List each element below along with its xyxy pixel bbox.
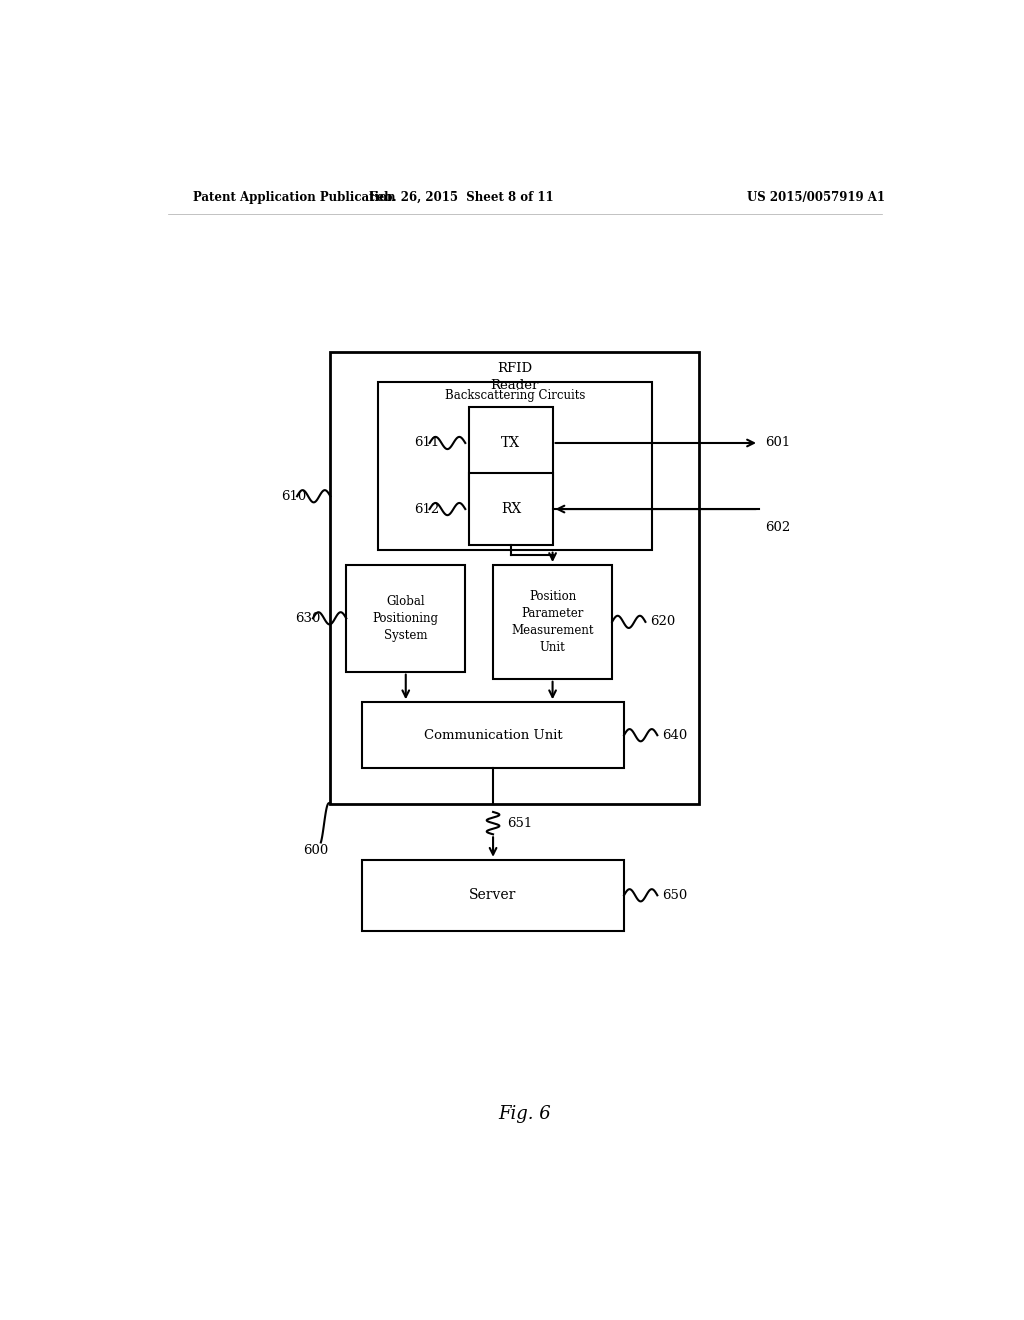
Text: 650: 650 bbox=[663, 888, 687, 902]
Text: 602: 602 bbox=[765, 521, 791, 533]
Text: Communication Unit: Communication Unit bbox=[424, 729, 562, 742]
Text: 640: 640 bbox=[663, 729, 687, 742]
Text: Patent Application Publication: Patent Application Publication bbox=[194, 190, 395, 203]
Bar bbox=[331, 351, 699, 804]
Bar bbox=[469, 408, 553, 479]
Text: Backscattering Circuits: Backscattering Circuits bbox=[444, 389, 585, 403]
Text: 612: 612 bbox=[414, 503, 439, 516]
Text: 611: 611 bbox=[414, 437, 439, 450]
Text: 601: 601 bbox=[765, 437, 791, 450]
Text: 610: 610 bbox=[282, 490, 306, 503]
Text: RX: RX bbox=[501, 502, 521, 516]
Text: 600: 600 bbox=[303, 845, 329, 858]
Bar bbox=[346, 565, 465, 672]
Text: Feb. 26, 2015  Sheet 8 of 11: Feb. 26, 2015 Sheet 8 of 11 bbox=[369, 190, 554, 203]
Bar bbox=[494, 565, 612, 678]
Bar bbox=[378, 381, 651, 549]
Text: Fig. 6: Fig. 6 bbox=[499, 1105, 551, 1123]
Text: Position
Parameter
Measurement
Unit: Position Parameter Measurement Unit bbox=[511, 590, 594, 653]
Bar bbox=[362, 859, 624, 931]
Text: 620: 620 bbox=[650, 615, 676, 628]
Bar bbox=[362, 702, 624, 768]
Text: Server: Server bbox=[469, 888, 517, 903]
Text: 651: 651 bbox=[507, 817, 532, 830]
Text: US 2015/0057919 A1: US 2015/0057919 A1 bbox=[748, 190, 885, 203]
Bar bbox=[469, 474, 553, 545]
Text: RFID
Reader: RFID Reader bbox=[490, 362, 539, 392]
Text: 630: 630 bbox=[295, 612, 321, 624]
Text: Global
Positioning
System: Global Positioning System bbox=[373, 595, 438, 642]
Text: TX: TX bbox=[502, 436, 520, 450]
